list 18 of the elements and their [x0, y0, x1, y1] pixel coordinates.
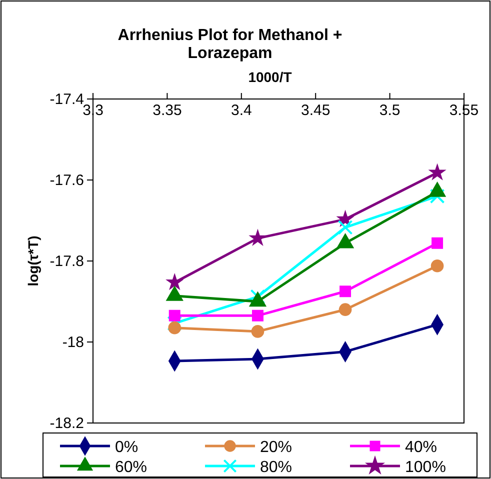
- legend-label: 40%: [405, 439, 438, 456]
- legend-label: 20%: [260, 439, 292, 456]
- y-axis-title: log(τ*T): [25, 236, 41, 286]
- legend-label: 0%: [115, 439, 138, 456]
- legend-label: 100%: [405, 459, 446, 476]
- y-tick-label: -17.4: [50, 90, 84, 108]
- chart-title: Arrhenius Plot for Methanol + Lorazepam: [118, 27, 342, 62]
- y-tick-label: -18: [62, 334, 84, 351]
- x-tick-label: 3.35: [152, 102, 182, 119]
- y-tick-label: -17.8: [50, 252, 84, 270]
- x-tick-label: 3.5: [379, 102, 400, 119]
- legend-label: 60%: [115, 459, 148, 476]
- legend-label: 80%: [260, 459, 292, 476]
- y-tick-label: -17.6: [50, 172, 84, 189]
- y-tick-label: -18.2: [50, 414, 84, 432]
- x-tick-label: 3.45: [301, 102, 330, 119]
- x-tick-label: 3.4: [230, 102, 252, 119]
- x-axis-title: 1000/T: [248, 69, 292, 85]
